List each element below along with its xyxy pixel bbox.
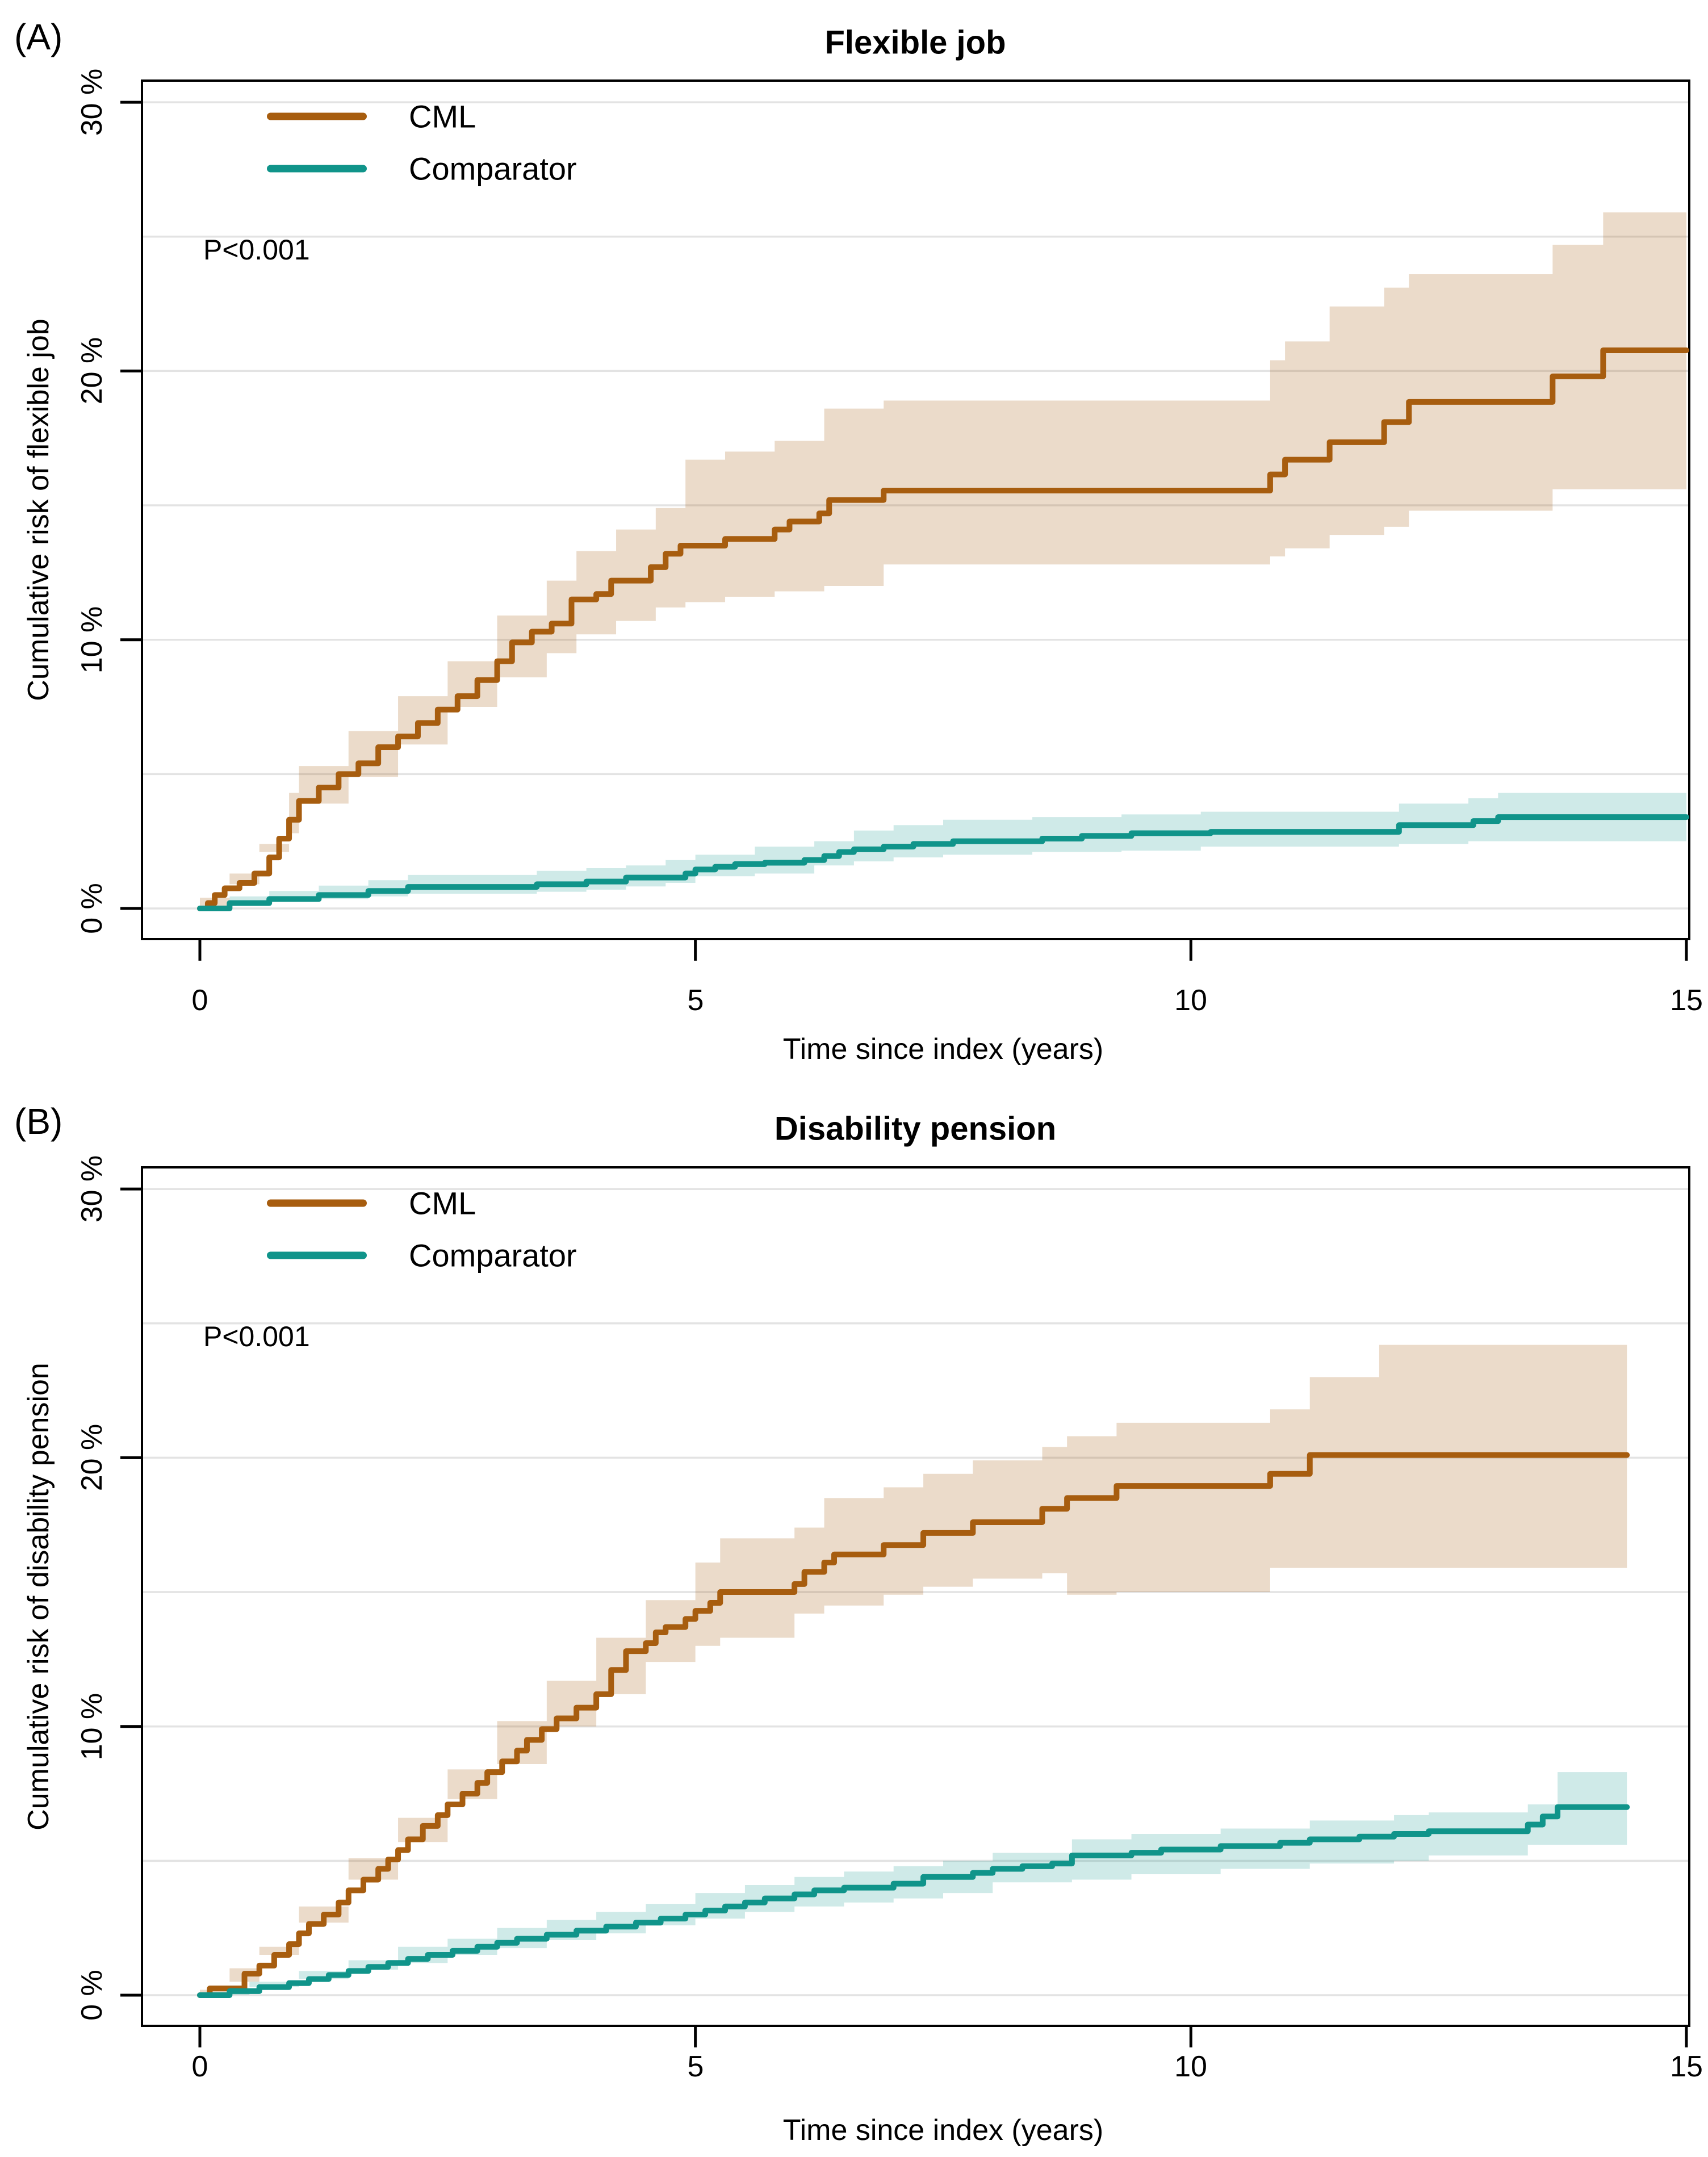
y-tick-b-30: 30 % — [76, 1155, 108, 1223]
p-value-b: P<0.001 — [203, 1321, 310, 1352]
panel-a-plot — [120, 79, 1690, 961]
cml-curve — [197, 1452, 1630, 1998]
y-tick-b-10: 10 % — [76, 1693, 108, 1761]
x-axis-title-b: Time since index (years) — [782, 2114, 1104, 2147]
cml-confidence-band — [200, 1345, 1627, 1995]
x-tick-b-5: 5 — [687, 2050, 704, 2083]
comparator-curve — [197, 1804, 1630, 1998]
panel-b-letter: (B) — [14, 1101, 63, 1142]
legend-comparator-label-b: Comparator — [409, 1237, 577, 1274]
y-tick-a-20: 20 % — [76, 337, 108, 405]
panel-a-title: Flexible job — [824, 24, 1006, 61]
p-value-a: P<0.001 — [203, 234, 310, 266]
legend-comparator-swatch-b — [267, 1251, 367, 1259]
x-tick-b-0: 0 — [191, 2050, 208, 2083]
panel-b-plot — [120, 1166, 1690, 2047]
x-tick-b-15: 15 — [1670, 2050, 1703, 2083]
legend-cml-swatch-b — [267, 1199, 367, 1207]
legend-cml-label-b: CML — [409, 1185, 476, 1221]
x-tick-a-5: 5 — [687, 984, 704, 1017]
y-tick-a-0: 0 % — [76, 883, 108, 934]
legend-cml-swatch-a — [267, 112, 367, 120]
cml-confidence-band — [200, 212, 1686, 908]
legend-comparator-swatch-a — [267, 165, 367, 173]
legend-cml-label-a: CML — [409, 98, 476, 135]
plot-border — [141, 79, 1690, 940]
legend-comparator-label-a: Comparator — [409, 150, 577, 187]
y-tick-b-0: 0 % — [76, 1970, 108, 2021]
y-tick-a-10: 10 % — [76, 606, 108, 674]
y-axis-title-b: Cumulative risk of disability pension — [22, 1363, 55, 1831]
x-tick-a-10: 10 — [1174, 984, 1207, 1017]
plot-border — [141, 1166, 1690, 2027]
panel-b-title: Disability pension — [774, 1110, 1057, 1147]
y-tick-b-20: 20 % — [76, 1423, 108, 1492]
panel-a-letter: (A) — [14, 16, 63, 57]
cml-curve — [197, 347, 1689, 911]
y-tick-a-30: 30 % — [76, 68, 108, 136]
x-tick-a-15: 15 — [1670, 984, 1703, 1017]
x-tick-a-0: 0 — [191, 984, 208, 1017]
comparator-curve — [197, 814, 1689, 911]
y-axis-title-a: Cumulative risk of flexible job — [22, 319, 55, 701]
x-axis-title-a: Time since index (years) — [782, 1033, 1104, 1066]
x-tick-b-10: 10 — [1174, 2050, 1207, 2083]
comparator-confidence-band — [200, 793, 1686, 908]
